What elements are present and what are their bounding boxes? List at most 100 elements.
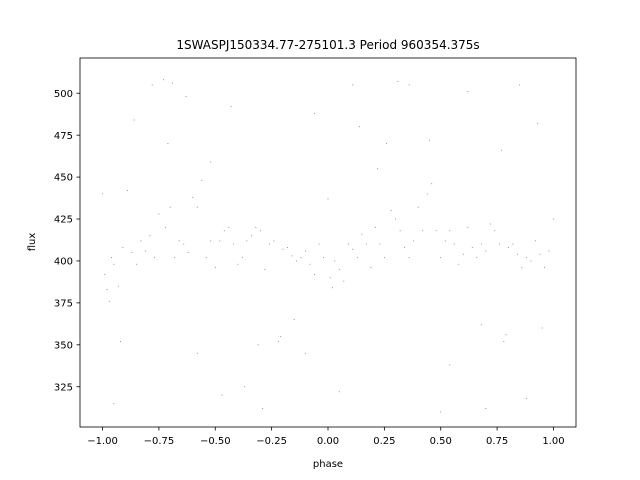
data-point: [273, 240, 275, 242]
data-point: [106, 288, 108, 290]
data-point: [541, 327, 543, 329]
data-point: [192, 196, 194, 198]
data-point: [476, 257, 478, 259]
data-point: [440, 257, 442, 259]
data-point: [471, 247, 473, 249]
x-tick-label: −1.00: [87, 436, 118, 447]
data-point: [196, 352, 198, 354]
data-point: [219, 240, 221, 242]
data-point: [183, 243, 185, 245]
data-point: [548, 250, 550, 252]
data-point: [221, 394, 223, 396]
data-point: [449, 230, 451, 232]
data-point: [174, 257, 176, 259]
data-point: [232, 243, 234, 245]
data-point: [169, 206, 171, 208]
data-point: [162, 79, 164, 81]
data-point: [334, 260, 336, 262]
data-point: [361, 233, 363, 235]
y-tick-label: 325: [54, 382, 73, 393]
data-point: [250, 235, 252, 237]
x-tick-label: 0.25: [373, 436, 395, 447]
data-point: [280, 335, 282, 337]
data-point: [111, 257, 113, 259]
data-point: [126, 190, 128, 191]
data-point: [286, 247, 288, 249]
data-point: [264, 268, 266, 270]
data-point: [313, 112, 315, 114]
data-point: [397, 80, 399, 82]
data-point: [291, 255, 293, 257]
data-point: [205, 257, 207, 259]
data-point: [102, 193, 104, 195]
data-point: [485, 408, 487, 410]
data-point: [122, 247, 124, 249]
data-point: [444, 240, 446, 242]
data-point: [313, 273, 315, 275]
data-point: [153, 257, 155, 259]
y-tick-label: 500: [54, 89, 73, 100]
data-point: [171, 82, 173, 84]
data-point: [304, 250, 306, 252]
data-point: [356, 257, 358, 259]
data-point: [537, 122, 539, 124]
data-point: [386, 143, 388, 145]
data-point: [467, 91, 469, 93]
data-point: [262, 408, 264, 410]
data-point: [293, 319, 295, 321]
data-point: [117, 285, 119, 287]
data-point: [480, 324, 482, 326]
data-point: [552, 218, 554, 220]
data-point: [467, 226, 469, 228]
data-point: [158, 213, 160, 215]
data-point: [539, 253, 541, 255]
plot-frame: [79, 57, 577, 428]
data-point: [347, 243, 349, 245]
data-point: [259, 230, 261, 232]
data-point: [338, 268, 340, 270]
data-point: [144, 250, 146, 252]
y-tick-label: 425: [54, 215, 73, 226]
y-axis: 325 350 375 400 425 450 475 500: [54, 89, 80, 393]
data-point: [413, 240, 415, 242]
data-point: [108, 300, 110, 302]
data-point: [131, 252, 133, 254]
data-point: [417, 206, 419, 208]
data-point: [318, 243, 320, 245]
data-point: [453, 243, 455, 245]
data-point: [462, 253, 464, 255]
scatter-points: [102, 79, 554, 413]
data-point: [426, 193, 428, 195]
data-point: [165, 226, 167, 228]
data-point: [525, 397, 527, 399]
data-point: [135, 263, 137, 265]
data-point: [237, 263, 239, 265]
x-tick-label: −0.25: [256, 436, 287, 447]
data-point: [332, 287, 334, 289]
data-point: [505, 334, 507, 336]
data-point: [507, 247, 509, 249]
data-point: [322, 257, 324, 259]
data-point: [113, 403, 115, 405]
y-tick-label: 375: [54, 298, 73, 309]
data-point: [300, 257, 302, 259]
data-point: [399, 230, 401, 232]
data-point: [201, 179, 203, 181]
data-point: [485, 250, 487, 252]
data-point: [530, 260, 532, 262]
data-point: [241, 257, 243, 259]
y-tick-label: 475: [54, 131, 73, 142]
data-point: [404, 247, 406, 249]
y-tick-label: 350: [54, 340, 73, 351]
data-point: [338, 391, 340, 393]
data-point: [329, 277, 331, 279]
data-point: [343, 280, 345, 282]
data-point: [379, 243, 381, 245]
data-point: [230, 106, 232, 108]
x-tick-label: −0.50: [200, 436, 231, 447]
data-point: [327, 198, 329, 200]
data-point: [223, 230, 225, 232]
data-point: [133, 119, 135, 121]
data-point: [498, 243, 500, 245]
